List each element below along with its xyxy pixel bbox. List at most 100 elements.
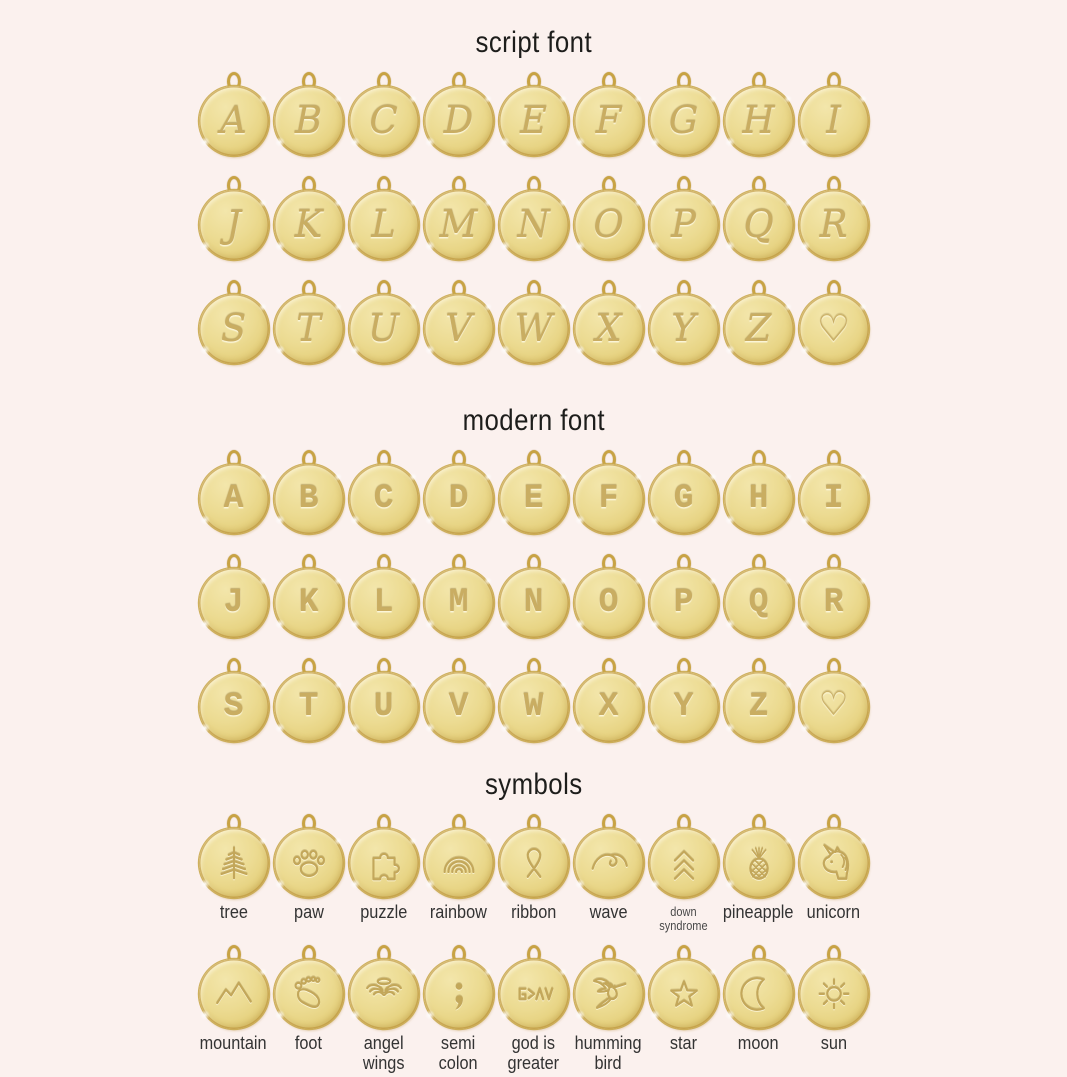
charm-row: S T U V W X Y Z ♡ [196, 658, 871, 742]
star-icon [669, 980, 698, 1007]
charm-symbol-puzzle: puzzle [346, 814, 421, 942]
engraved-letter: Q [748, 583, 769, 621]
charm-symbol-down-syndrome: down syndrome [646, 814, 721, 942]
foot-icon [294, 976, 320, 1009]
charm-script-x: X [571, 280, 646, 364]
puzzle-icon [371, 852, 400, 881]
unicorn-icon [822, 844, 849, 880]
gold-disc [273, 828, 344, 898]
gold-disc: P [648, 568, 719, 638]
gold-disc [573, 959, 644, 1029]
charm-label: ribbon [487, 901, 581, 942]
charm-label: humming bird [562, 1032, 656, 1074]
charm-label: wave [562, 901, 656, 942]
charm-label: pineapple [712, 901, 806, 942]
charm-modern-o: O [571, 554, 646, 638]
engraved-letter: F [598, 479, 619, 517]
charm-symbol-rainbow: rainbow [421, 814, 496, 942]
charm-script-z: Z [721, 280, 796, 364]
engraved-letter: D [448, 479, 469, 517]
charm-label-text: puzzle [359, 901, 408, 922]
gold-disc [348, 959, 419, 1029]
gold-disc: R [798, 190, 869, 260]
gold-disc: A [198, 86, 269, 156]
gold-disc [648, 828, 719, 898]
engraved-letter: R [823, 583, 844, 621]
charm-label-text: down syndrome [659, 905, 708, 933]
gold-disc: S [198, 294, 269, 364]
charm-modern-g: G [646, 450, 721, 534]
charm-modern-f: F [571, 450, 646, 534]
charm-label: star [637, 1032, 731, 1073]
charm-symbol-sun: sun [796, 945, 871, 1074]
gold-disc [798, 959, 869, 1029]
gold-disc: K [273, 568, 344, 638]
engraved-letter: X [598, 687, 619, 725]
charm-modern-h: H [721, 450, 796, 534]
gold-disc [198, 828, 269, 898]
charm-script-h: H [721, 72, 796, 156]
gold-disc: O [573, 568, 644, 638]
engraved-letter: V [448, 687, 469, 725]
engraved-letter: A [223, 479, 244, 517]
engraved-heart: ♡ [816, 306, 851, 350]
gold-disc: Z [723, 294, 794, 364]
charm-modern-y: Y [646, 658, 721, 742]
script-font-title: script font [475, 26, 592, 59]
engraved-letter: I [823, 479, 844, 517]
charm-modern-t: T [271, 658, 346, 742]
gold-disc: K [273, 190, 344, 260]
charm-script-heart: ♡ [796, 280, 871, 364]
charm-row: tree paw puzzle rainbow ribbon wave down syndr… [196, 814, 871, 942]
gold-disc: F [573, 86, 644, 156]
charm-label-text: ribbon [510, 901, 557, 922]
charm-modern-w: W [496, 658, 571, 742]
gold-disc [648, 959, 719, 1029]
gold-disc: J [198, 190, 269, 260]
gold-disc: W [498, 294, 569, 364]
gold-disc [198, 959, 269, 1029]
charm-label: down syndrome [637, 902, 731, 942]
charm-script-g: G [646, 72, 721, 156]
charm-label-text: sun [820, 1032, 847, 1053]
gold-disc: J [198, 568, 269, 638]
engraved-letter: I [826, 98, 841, 142]
charm-symbol-god-is-greater: god is greater [496, 945, 571, 1074]
gold-disc [423, 959, 494, 1029]
charm-label-text: angel wings [362, 1032, 405, 1074]
gold-disc: W [498, 672, 569, 742]
engraved-letter: W [523, 687, 544, 725]
charm-script-f: F [571, 72, 646, 156]
gold-disc: M [423, 190, 494, 260]
gold-disc [498, 959, 569, 1029]
engraved-letter: H [742, 98, 775, 142]
semicolon-icon [454, 982, 463, 1010]
engraved-letter: N [517, 202, 550, 246]
moon-icon [739, 977, 765, 1011]
gold-disc: X [573, 294, 644, 364]
engraved-letter: N [523, 583, 544, 621]
charm-label-text: paw [293, 901, 324, 922]
charm-symbol-semicolon: semi colon [421, 945, 496, 1074]
engraved-letter: F [595, 98, 622, 142]
engraved-letter: R [819, 202, 848, 246]
charm-script-v: V [421, 280, 496, 364]
engraved-letter: E [523, 479, 544, 517]
gold-disc: B [273, 464, 344, 534]
engraved-letter: U [367, 306, 400, 350]
charm-modern-e: E [496, 450, 571, 534]
gold-disc: F [573, 464, 644, 534]
charm-script-e: E [496, 72, 571, 156]
engraved-letter: O [598, 583, 619, 621]
gold-disc [348, 828, 419, 898]
gold-disc: V [423, 294, 494, 364]
section-script-font: script font [466, 26, 602, 60]
gold-disc [423, 828, 494, 898]
charm-symbol-mountain: mountain [196, 945, 271, 1074]
charm-modern-j: J [196, 554, 271, 638]
charm-symbol-moon: moon [721, 945, 796, 1074]
mountain-icon [215, 981, 252, 1005]
charm-modern-i: I [796, 450, 871, 534]
down-syndrome-icon [673, 850, 694, 880]
